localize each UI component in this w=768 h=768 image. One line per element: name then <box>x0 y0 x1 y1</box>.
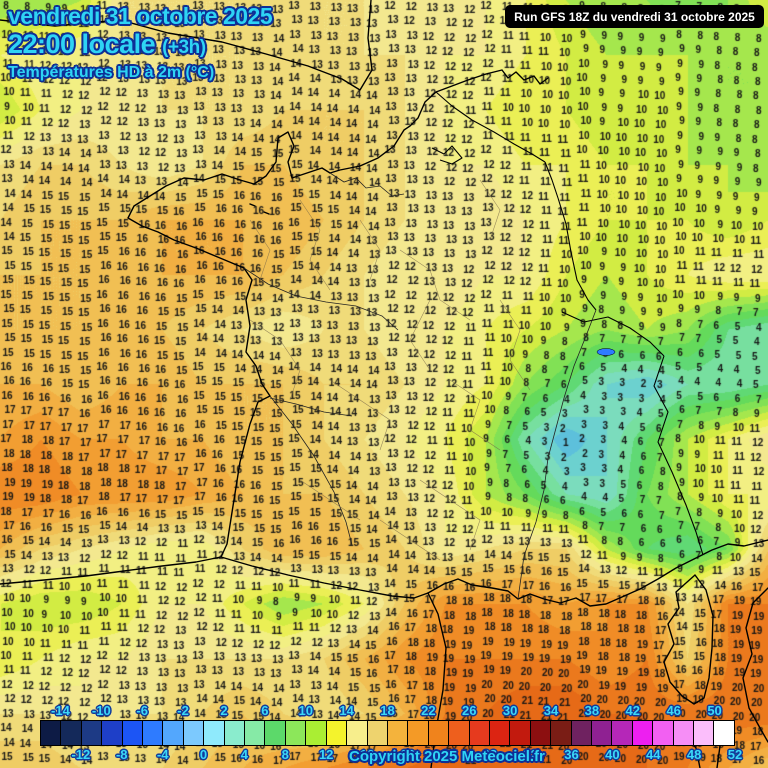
scale-cell <box>510 721 531 745</box>
scale-cell <box>571 721 592 745</box>
scale-cell <box>632 721 654 745</box>
scale-cell <box>204 721 225 745</box>
scale-cell <box>347 721 368 745</box>
scale-label: 46 <box>666 703 681 718</box>
scale-cell <box>387 721 409 745</box>
copyright: Copyright 2025 Meteociel.fr <box>349 748 545 765</box>
scale-label: 20 <box>400 747 416 762</box>
run-info-bar: Run GFS 18Z du vendredi 31 octobre 2025 <box>505 5 764 28</box>
scale-label: 18 <box>380 703 395 718</box>
scale-label: -6 <box>136 703 148 718</box>
scale-cell <box>714 721 734 745</box>
scale-cell <box>367 721 388 745</box>
scale-cell <box>530 721 552 745</box>
scale-cell <box>285 721 307 745</box>
scale-label: 4 <box>240 747 249 762</box>
scale-label: 22 <box>421 703 436 718</box>
date-title: vendredi 31 octobre 2025 <box>8 3 273 29</box>
validity-title: 22:00 locale (+3h) <box>8 29 206 60</box>
scale-cell <box>469 721 490 745</box>
scale-cell <box>694 721 715 745</box>
temperature-color-scale <box>40 720 735 746</box>
scale-label: 0 <box>199 747 208 762</box>
scale-cell <box>41 721 62 745</box>
scale-cell <box>408 721 429 745</box>
scale-cell <box>122 721 144 745</box>
scale-cell <box>428 721 450 745</box>
scale-cell <box>612 721 633 745</box>
scale-cell <box>449 721 470 745</box>
scale-label: 14 <box>339 703 354 718</box>
scale-cell <box>81 721 103 745</box>
scale-label: -8 <box>115 747 128 762</box>
scale-cell <box>183 721 205 745</box>
scale-label: 16 <box>359 747 375 762</box>
scale-label: 36 <box>564 747 579 762</box>
scale-label: 50 <box>707 703 722 718</box>
scale-cell <box>591 721 613 745</box>
scale-label: -4 <box>156 747 169 762</box>
scale-cell <box>224 721 246 745</box>
scale-cell <box>489 721 511 745</box>
scale-cell <box>143 721 164 745</box>
validity-offset: (+3h) <box>162 37 206 58</box>
scale-cell <box>245 721 266 745</box>
scale-cell <box>326 721 348 745</box>
scale-cell <box>306 721 327 745</box>
scale-cell <box>673 721 694 745</box>
scale-label: 38 <box>584 703 600 718</box>
scale-label: 44 <box>646 747 661 762</box>
scale-label: 2 <box>220 703 228 718</box>
scale-label: 8 <box>281 747 289 762</box>
scale-label: 52 <box>727 747 743 762</box>
scale-label: -14 <box>51 703 70 718</box>
scale-label: 34 <box>543 703 559 718</box>
scale-cell <box>653 721 674 745</box>
scale-label: -10 <box>91 703 111 718</box>
scale-cell <box>102 721 123 745</box>
scale-label: 10 <box>298 703 313 718</box>
scale-label: 40 <box>605 747 620 762</box>
scale-label: 42 <box>625 703 641 718</box>
scale-cell <box>61 721 82 745</box>
scale-label: -2 <box>177 703 189 718</box>
scale-label: 30 <box>502 703 518 718</box>
scale-cell <box>163 721 184 745</box>
scale-cell <box>551 721 572 745</box>
scale-label: 12 <box>318 747 334 762</box>
scale-label: 24 <box>441 747 457 762</box>
scale-label: 26 <box>462 703 477 718</box>
scale-label: -12 <box>71 747 91 762</box>
scale-cell <box>265 721 286 745</box>
scale-label: 48 <box>686 747 702 762</box>
scale-label: 32 <box>523 747 538 762</box>
scale-label: 28 <box>482 747 497 762</box>
validity-time: 22:00 locale <box>8 29 156 59</box>
parameter-title: Températures HD à 2m (°C) <box>8 64 215 81</box>
scale-label: 6 <box>261 703 269 718</box>
